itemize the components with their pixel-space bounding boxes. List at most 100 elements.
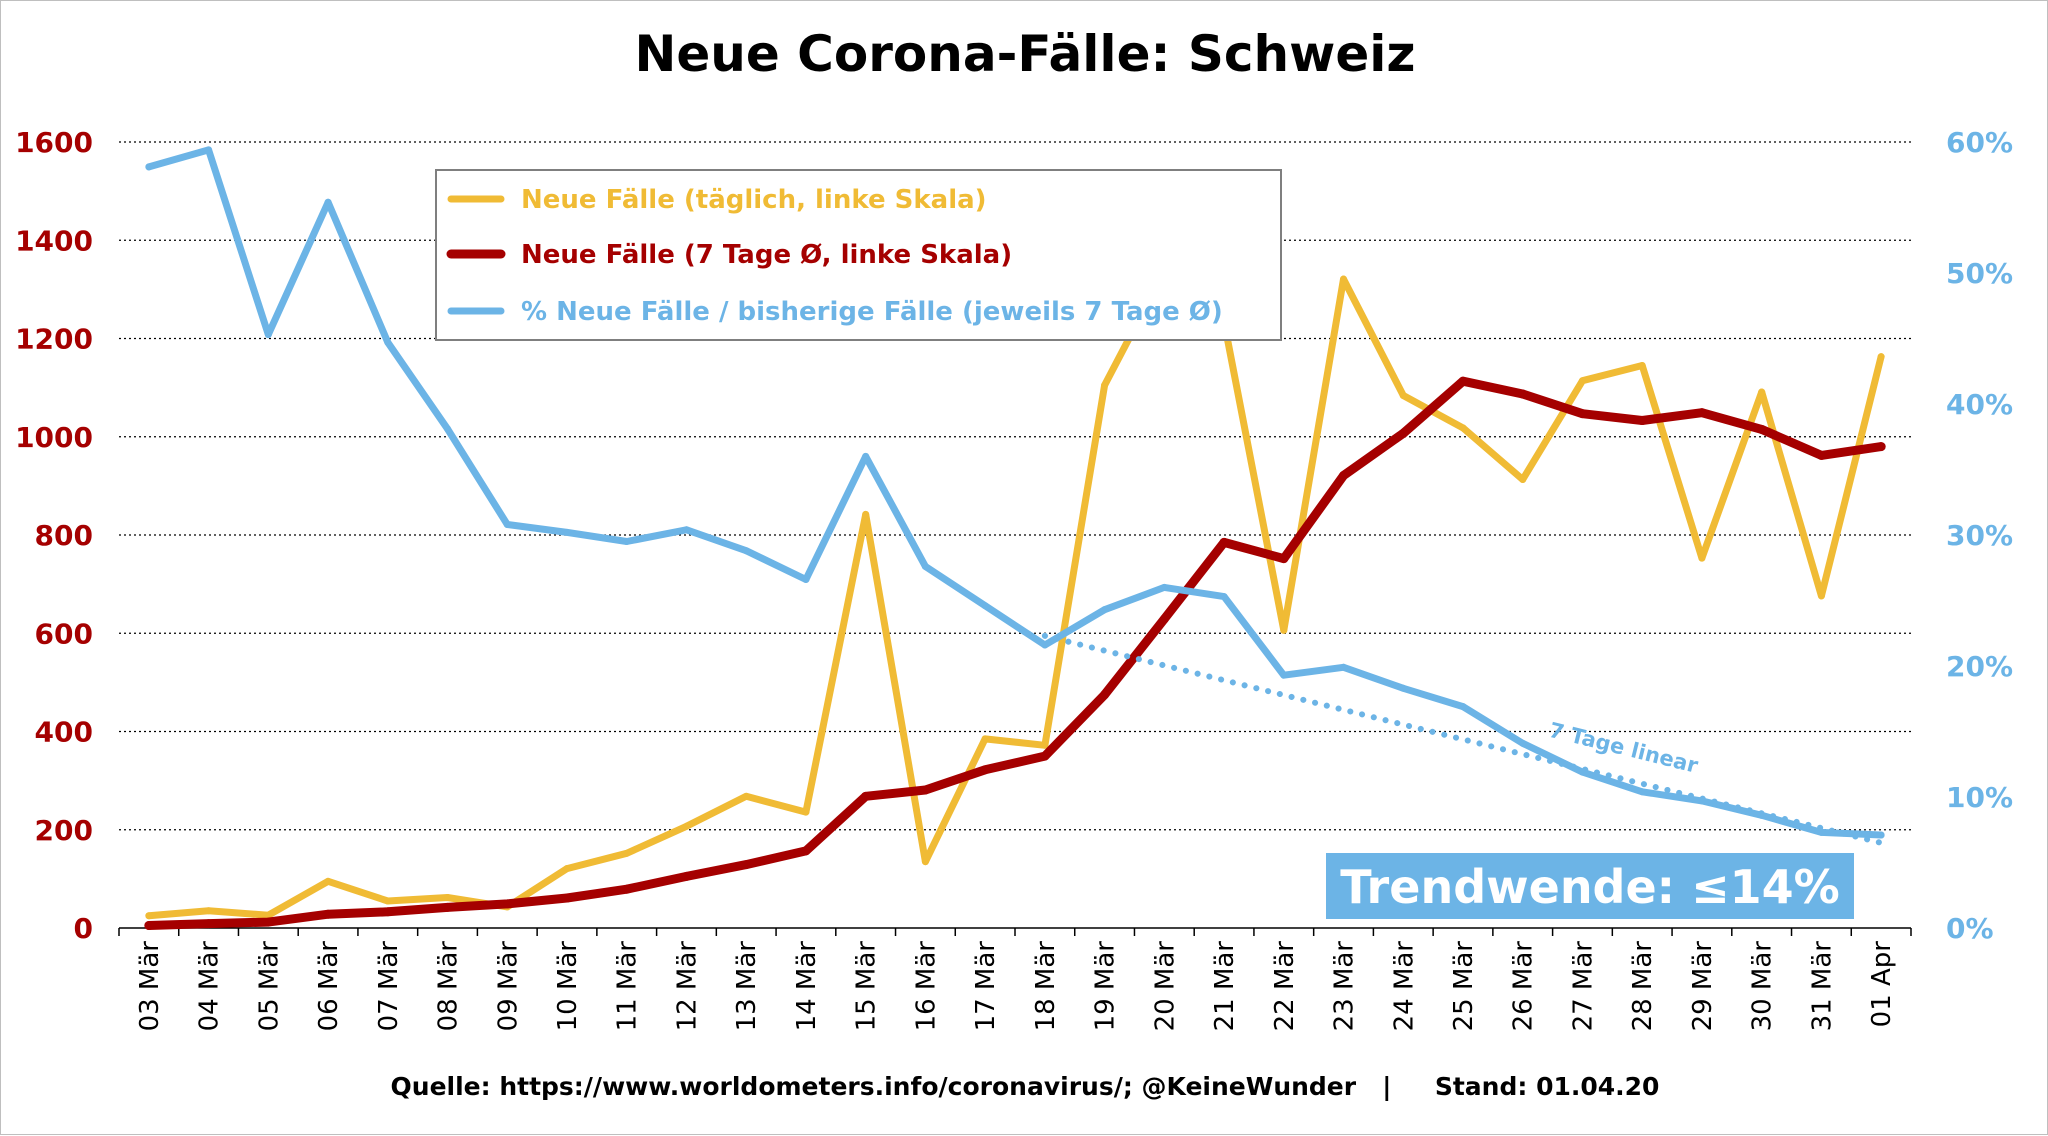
x-tick-label-9: 12 Mär <box>672 941 702 1032</box>
point-pct-new-cases-15 <box>1041 641 1049 649</box>
point-pct-new-cases-12 <box>862 452 870 460</box>
point-pct-new-cases-3 <box>324 198 332 206</box>
point-avg-cases-3 <box>323 909 333 919</box>
point-avg-cases-7 <box>562 893 572 903</box>
point-avg-cases-27 <box>1757 424 1767 434</box>
y-left-tick-1600: 1600 <box>15 126 93 159</box>
point-avg-cases-14 <box>980 765 990 775</box>
point-daily-cases-5 <box>444 894 452 902</box>
axes: 0 200 400 600 800 1000 1200 1400 1600 0% 10% 20% 30%… <box>15 126 2013 1031</box>
trend-badge: Trendwende: ≤14% <box>1326 853 1854 919</box>
point-daily-cases-19 <box>1280 626 1288 634</box>
point-avg-cases-13 <box>920 785 930 795</box>
y-left-tick-1200: 1200 <box>15 323 93 356</box>
point-avg-cases-21 <box>1398 428 1408 438</box>
x-tick-label-1: 04 Mär <box>195 941 225 1032</box>
point-daily-cases-2 <box>264 911 272 919</box>
point-pct-new-cases-25 <box>1638 788 1646 796</box>
point-daily-cases-13 <box>921 858 929 866</box>
point-daily-cases-7 <box>563 865 571 873</box>
point-avg-cases-25 <box>1637 416 1647 426</box>
point-avg-cases-17 <box>1159 614 1169 624</box>
point-daily-cases-12 <box>862 510 870 518</box>
point-daily-cases-28 <box>1817 592 1825 600</box>
point-avg-cases-8 <box>622 884 632 894</box>
chart-title: Neue Corona-Fälle: Schweiz <box>635 25 1416 83</box>
legend-box <box>435 169 1282 341</box>
x-tick-label-3: 06 Mär <box>314 941 344 1032</box>
x-tick-label-29: 01 Apr <box>1867 941 1897 1028</box>
series-line-avg-cases <box>144 376 1886 930</box>
point-pct-new-cases-14 <box>981 602 989 610</box>
point-pct-new-cases-7 <box>563 528 571 536</box>
point-daily-cases-29 <box>1877 353 1885 361</box>
point-avg-cases-16 <box>1100 690 1110 700</box>
x-tick-label-23: 26 Mär <box>1509 941 1539 1032</box>
legend: Neue Fälle (täglich, linke Skala) Neue F… <box>435 169 1282 341</box>
point-avg-cases-20 <box>1339 471 1349 481</box>
x-tick-label-27: 30 Mär <box>1748 941 1778 1032</box>
point-pct-new-cases-8 <box>623 538 631 546</box>
point-pct-new-cases-19 <box>1280 671 1288 679</box>
point-pct-new-cases-11 <box>802 576 810 584</box>
x-tick-label-19: 22 Mär <box>1270 941 1300 1032</box>
point-daily-cases-26 <box>1698 554 1706 562</box>
trend-line-7day-linear <box>1041 632 1885 846</box>
point-avg-cases-18 <box>1219 537 1229 547</box>
y-right-tick-10: 10% <box>1946 781 2013 814</box>
point-pct-new-cases-5 <box>444 425 452 433</box>
point-avg-cases-9 <box>681 871 691 881</box>
point-pct-new-cases-6 <box>503 521 511 529</box>
trend-badge-bg <box>1326 853 1854 919</box>
point-daily-cases-15 <box>1041 741 1049 749</box>
point-avg-cases-2 <box>263 917 273 927</box>
x-tick-label-18: 21 Mär <box>1210 941 1240 1032</box>
x-tick-label-26: 29 Mär <box>1688 941 1718 1032</box>
x-tick-label-28: 31 Mär <box>1807 941 1837 1032</box>
point-daily-cases-23 <box>1519 475 1527 483</box>
x-tick-label-8: 11 Mär <box>613 941 643 1032</box>
point-pct-new-cases-23 <box>1519 739 1527 747</box>
point-pct-new-cases-22 <box>1459 703 1467 711</box>
point-avg-cases-29 <box>1876 442 1886 452</box>
x-tick-label-21: 24 Mär <box>1389 941 1419 1032</box>
series-line-daily-cases <box>145 267 1885 920</box>
point-daily-cases-25 <box>1638 362 1646 370</box>
point-daily-cases-22 <box>1459 424 1467 432</box>
point-pct-new-cases-21 <box>1399 684 1407 692</box>
point-pct-new-cases-10 <box>742 547 750 555</box>
y-right-tick-0: 0% <box>1946 912 1994 945</box>
point-avg-cases-28 <box>1816 450 1826 460</box>
x-tick-label-22: 25 Mär <box>1449 941 1479 1032</box>
x-tick-label-10: 13 Mär <box>732 941 762 1032</box>
x-tick-label-5: 08 Mär <box>434 941 464 1032</box>
point-pct-new-cases-18 <box>1220 593 1228 601</box>
point-avg-cases-4 <box>383 907 393 917</box>
y-left-tick-1400: 1400 <box>15 224 93 257</box>
point-avg-cases-15 <box>1040 751 1050 761</box>
y-right-tick-20: 20% <box>1946 650 2013 683</box>
x-tick-label-17: 20 Mär <box>1150 941 1180 1032</box>
point-daily-cases-16 <box>1101 381 1109 389</box>
point-avg-cases-26 <box>1697 408 1707 418</box>
source-note: Quelle: https://www.worldometers.info/co… <box>391 1072 1660 1101</box>
y-right-tick-50: 50% <box>1946 257 2013 290</box>
point-avg-cases-24 <box>1577 409 1587 419</box>
point-daily-cases-1 <box>205 907 213 915</box>
y-left-tick-0: 0 <box>74 912 93 945</box>
x-tick-label-6: 09 Mär <box>493 941 523 1032</box>
point-pct-new-cases-16 <box>1101 606 1109 614</box>
x-tick-label-24: 27 Mär <box>1568 941 1598 1032</box>
legend-label-7day-avg: Neue Fälle (7 Tage Ø, linke Skala) <box>521 240 1012 270</box>
x-tick-label-20: 23 Mär <box>1330 941 1360 1032</box>
point-avg-cases-5 <box>443 902 453 912</box>
point-daily-cases-27 <box>1758 388 1766 396</box>
x-tick-label-4: 07 Mär <box>374 941 404 1032</box>
point-pct-new-cases-4 <box>384 338 392 346</box>
point-avg-cases-19 <box>1279 554 1289 564</box>
point-daily-cases-14 <box>981 735 989 743</box>
y-right-tick-60: 60% <box>1946 126 2013 159</box>
point-daily-cases-0 <box>145 912 153 920</box>
point-avg-cases-22 <box>1458 376 1468 386</box>
